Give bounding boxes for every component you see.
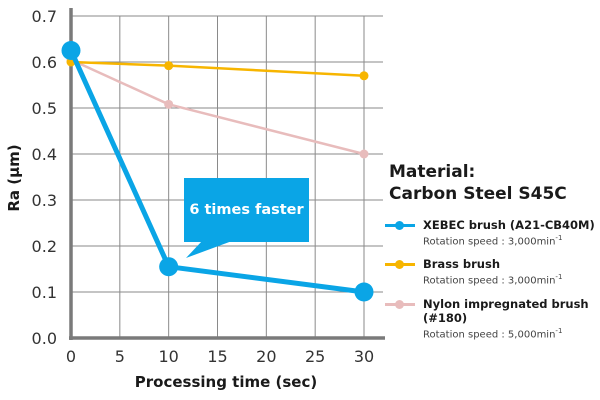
y-tick-label: 0.3 bbox=[32, 191, 57, 210]
y-tick-label: 0.1 bbox=[32, 283, 57, 302]
grid bbox=[71, 15, 383, 338]
x-axis-label: Processing time (sec) bbox=[135, 373, 317, 391]
callout-tail bbox=[186, 241, 232, 258]
y-axis-label: Ra (μm) bbox=[5, 144, 23, 211]
legend-subtitle: Rotation speed : 3,000min-1 bbox=[423, 234, 563, 248]
legend-subtitle: Rotation speed : 5,000min-1 bbox=[423, 326, 563, 340]
legend-swatch-brass bbox=[385, 260, 415, 270]
data-point bbox=[359, 71, 369, 81]
series-0 bbox=[61, 41, 374, 302]
legend-item-brass: Brass brush Rotation speed : 3,000min-1 bbox=[383, 257, 600, 287]
legend: XEBEC brush (A21-CB40M) Rotation speed :… bbox=[383, 218, 600, 350]
material-title: Material: bbox=[389, 162, 476, 182]
material-name: Carbon Steel S45C bbox=[389, 184, 567, 204]
annotation-text: 6 times faster bbox=[189, 202, 304, 218]
x-tick-label: 20 bbox=[256, 347, 276, 366]
series-layer bbox=[61, 41, 374, 302]
y-tick-label: 0.4 bbox=[32, 145, 57, 164]
legend-name: Brass brush bbox=[423, 257, 501, 272]
data-point bbox=[159, 257, 179, 277]
legend-subtitle: Rotation speed : 3,000min-1 bbox=[423, 273, 563, 287]
data-point bbox=[164, 99, 174, 109]
legend-name: XEBEC brush (A21-CB40M) bbox=[423, 218, 595, 232]
y-tick-label: 0.6 bbox=[32, 53, 57, 72]
x-tick-label: 10 bbox=[158, 347, 178, 366]
y-tick-label: 0.7 bbox=[32, 7, 57, 26]
material-label: Material: Carbon Steel S45C bbox=[389, 161, 567, 205]
tick-labels: 0 5 10 15 20 25 30 0.0 0.1 0.2 0.3 0.4 0.5 0.6 0.7 bbox=[32, 7, 375, 366]
legend-swatch-nylon bbox=[385, 299, 415, 309]
x-tick-label: 30 bbox=[354, 347, 374, 366]
y-tick-label: 0.0 bbox=[32, 329, 57, 348]
legend-name: Nylon impregnated brush (#180) bbox=[423, 296, 589, 325]
x-tick-label: 15 bbox=[207, 347, 227, 366]
y-tick-label: 0.2 bbox=[32, 237, 57, 256]
x-tick-label: 5 bbox=[115, 347, 125, 366]
data-point bbox=[359, 149, 369, 159]
data-point bbox=[61, 41, 81, 60]
legend-item-xebec: XEBEC brush (A21-CB40M) Rotation speed :… bbox=[383, 218, 600, 248]
annotation-callout: 6 times faster bbox=[184, 178, 309, 242]
legend-swatch-xebec bbox=[385, 221, 415, 230]
legend-item-nylon: Nylon impregnated brush (#180) Rotation … bbox=[383, 297, 600, 341]
x-tick-label: 0 bbox=[66, 347, 76, 366]
x-tick-label: 25 bbox=[305, 347, 325, 366]
data-point bbox=[354, 282, 374, 302]
y-tick-label: 0.5 bbox=[32, 99, 57, 118]
data-point bbox=[164, 61, 174, 71]
